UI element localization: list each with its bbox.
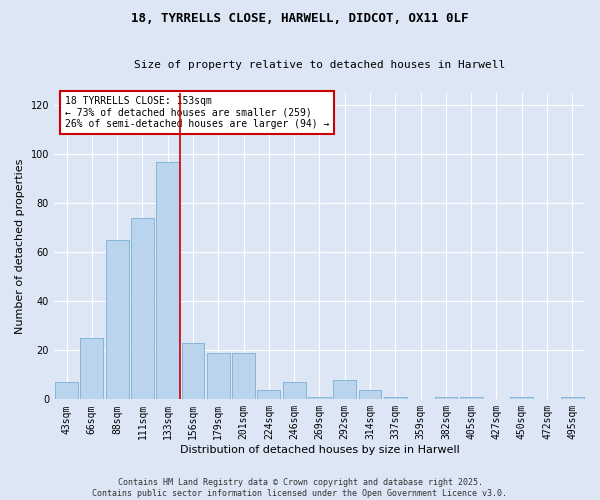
Bar	[434, 397, 457, 400]
Bar	[283, 382, 305, 400]
Bar	[55, 382, 78, 400]
Bar	[334, 380, 356, 400]
Bar	[80, 338, 103, 400]
Bar	[257, 390, 280, 400]
Bar	[511, 397, 533, 400]
Bar	[157, 162, 179, 400]
Bar	[131, 218, 154, 400]
Bar	[359, 390, 382, 400]
Text: 18 TYRRELLS CLOSE: 153sqm
← 73% of detached houses are smaller (259)
26% of semi: 18 TYRRELLS CLOSE: 153sqm ← 73% of detac…	[65, 96, 329, 130]
Bar	[182, 343, 205, 400]
Text: Contains HM Land Registry data © Crown copyright and database right 2025.
Contai: Contains HM Land Registry data © Crown c…	[92, 478, 508, 498]
Bar	[561, 397, 584, 400]
Y-axis label: Number of detached properties: Number of detached properties	[15, 158, 25, 334]
Title: Size of property relative to detached houses in Harwell: Size of property relative to detached ho…	[134, 60, 505, 70]
Bar	[308, 397, 331, 400]
Bar	[232, 353, 255, 400]
X-axis label: Distribution of detached houses by size in Harwell: Distribution of detached houses by size …	[179, 445, 460, 455]
Bar	[384, 397, 407, 400]
Bar	[106, 240, 128, 400]
Text: 18, TYRRELLS CLOSE, HARWELL, DIDCOT, OX11 0LF: 18, TYRRELLS CLOSE, HARWELL, DIDCOT, OX1…	[131, 12, 469, 26]
Bar	[207, 353, 230, 400]
Bar	[460, 397, 482, 400]
